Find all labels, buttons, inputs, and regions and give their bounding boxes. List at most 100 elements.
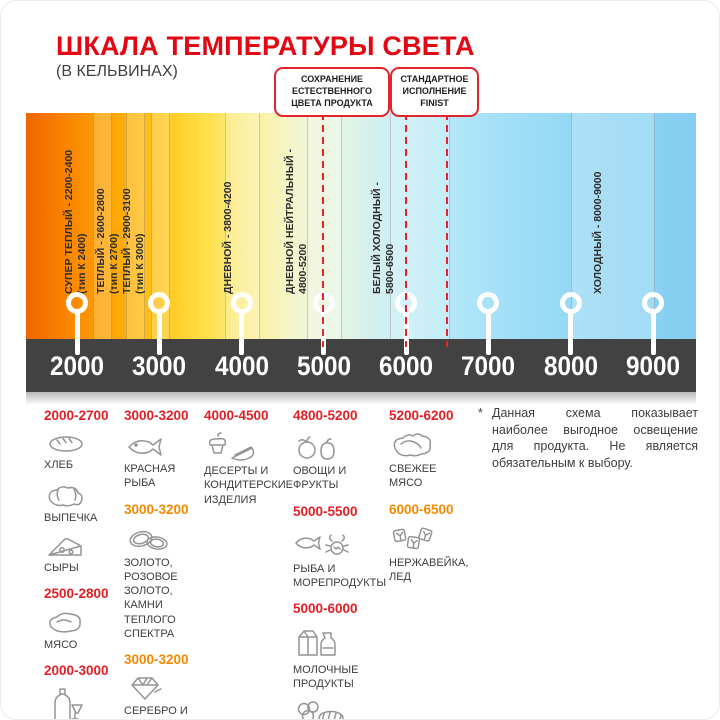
zone-label-warm-3000: ТЕПЛЫЙ - 2900-3100 (тип К 3000) [121, 188, 146, 294]
category-column-3: 4000-4500 ДЕСЕРТЫ И КОНДИТЕРСКИЕ ИЗДЕЛИЯ [204, 403, 296, 518]
item-label: МОЛОЧНЫЕ ПРОДУКТЫ [293, 664, 359, 691]
bar-shadow [26, 392, 696, 405]
item-label: ЗОЛОТО, РОЗОВОЕ ЗОЛОТО, КАМНИ ТЕПЛОГО СП… [124, 556, 178, 641]
footnote-asterisk: * [478, 406, 483, 420]
zone-strip-2600-2800 [126, 113, 145, 339]
item-label: МЯСО [44, 638, 78, 651]
scale-pin-5000 [313, 292, 335, 314]
list-item: КРАСНАЯ РЫБА [124, 430, 208, 491]
range-label: 6000-6500 [389, 501, 454, 517]
item-label: ОВОЩИ И ФРУКТЫ [293, 465, 347, 492]
item-label: СЕРЕБРО И БРИЛЛИАНТЫ [124, 705, 188, 718]
bread-icon [49, 436, 83, 452]
vegetables-icon [298, 436, 335, 460]
dessert-icon [208, 432, 255, 461]
dashed-line-6000k [405, 113, 407, 347]
alcohol-icon [54, 688, 83, 719]
scale-pin-7000 [477, 292, 499, 314]
range-label: 3000-3200 [124, 652, 189, 668]
list-item: НЕРЖАВЕЙКА, ЛЕД [389, 524, 485, 585]
zone-label-cool-white: БЕЛЫЙ ХОЛОДНЫЙ -5800-6500 [371, 182, 396, 294]
range-label: 4800-5200 [293, 408, 358, 423]
tick-4000: 4000 [214, 351, 270, 381]
range-label: 5000-5500 [293, 503, 358, 519]
tick-3000: 3000 [131, 351, 187, 381]
zone-label-daylight-neutral: ДНЕВНОЙ НЕЙТРАЛЬНЫЙ -4800-5200 [284, 149, 309, 294]
zone-label-super-warm: СУПЕР ТЕПЛЫЙ - 2200-2400 (тип К 2400) [63, 149, 88, 294]
item-label: СВЕЖЕЕ МЯСО [389, 463, 437, 490]
page-subtitle: (В КЕЛЬВИНАХ) [56, 63, 178, 80]
callout-natural-line1: СОХРАНЕНИЕ [300, 74, 364, 85]
callout-natural-line2: ЕСТЕСТВЕННОГО [291, 86, 373, 97]
seafood-icon [295, 533, 349, 555]
category-column-4: 4800-5200 ОВОЩИ И ФРУКТЫ 5000-5500 РЫБА … [293, 403, 399, 719]
callout-standard-line2: ИСПОЛНЕНИЕ [402, 86, 467, 97]
croissant-icon [48, 486, 83, 507]
list-item: МОЛОЧНЫЕ ПРОДУКТЫ [293, 623, 399, 692]
scale-pin-stem [486, 313, 491, 355]
page-title: ШКАЛА ТЕМПЕРАТУРЫ СВЕТА [56, 31, 475, 61]
scale-pin-2000 [66, 292, 88, 314]
scale-pin-4000 [231, 292, 253, 314]
list-item: ХЛЕБ [44, 430, 122, 472]
tick-9000: 9000 [625, 351, 681, 381]
rings-icon [129, 530, 168, 550]
range-label: 5200-6200 [389, 408, 454, 423]
footnote: * Данная схема показывает наиболее выгод… [478, 405, 698, 471]
list-item: АКОГОЛЬ [44, 685, 122, 719]
item-label: РЫБА И МОРЕПРОДУКТЫ [293, 562, 387, 589]
range-label: 2000-2700 [44, 408, 109, 423]
callout-standard-line3: FINIST [420, 97, 449, 108]
scale-pin-stem [568, 313, 573, 355]
scale-pin-stem [239, 313, 244, 355]
zone-label-daylight: ДНЕВНОЙ - 3800-4200 [222, 181, 234, 295]
diamond-icon [131, 677, 162, 701]
item-label: КРАСНАЯ РЫБА [124, 463, 176, 490]
category-column-1: 2000-2700 ХЛЕБ ВЫПЕЧКА СЫРЫ 2500-280 [44, 403, 122, 719]
zone-strip-2200-2400 [93, 113, 112, 339]
tick-6000: 6000 [378, 351, 434, 381]
range-label: 3000-3200 [124, 408, 189, 423]
list-item: ОВОЩИ И ФРУКТЫ [293, 430, 399, 493]
zone-strip-2900-3100 [151, 113, 170, 339]
list-item: МЯСО [44, 608, 122, 652]
scale-pin-stem [75, 313, 80, 355]
range-label: 2500-2800 [44, 585, 109, 601]
list-item: ЗАМОРОЖЕННЫЕ ПОЛУФАБРИКАТЫ [293, 699, 399, 719]
tick-5000: 5000 [296, 351, 352, 381]
item-label: ВЫПЕЧКА [44, 512, 98, 525]
scale-pin-8000 [560, 292, 582, 314]
milk-icon [298, 630, 336, 656]
scale-pin-9000 [642, 292, 664, 314]
scale-pin-3000 [148, 292, 170, 314]
category-column-2: 3000-3200 КРАСНАЯ РЫБА 3000-3200 ЗОЛОТО,… [124, 403, 208, 719]
zone-strip-8000-9000 [571, 113, 655, 339]
category-column-5: 5200-6200 СВЕЖЕЕ МЯСО 6000-6500 НЕРЖАВЕЙ… [389, 403, 485, 595]
fish-icon [128, 438, 162, 456]
list-item: ДЕСЕРТЫ И КОНДИТЕРСКИЕ ИЗДЕЛИЯ [204, 430, 296, 507]
list-item: ВЫПЕЧКА [44, 479, 122, 525]
range-label: 4000-4500 [204, 408, 269, 423]
list-item: СЫРЫ [44, 533, 122, 575]
zone-label-warm-2700: ТЕПЛЫЙ - 2600-2800 (тип К 2700) [95, 188, 120, 294]
cheese-icon [48, 537, 82, 556]
dashed-line-6500k [446, 113, 448, 347]
ice-icon [392, 527, 433, 549]
list-item: РЫБА И МОРЕПРОДУКТЫ [293, 526, 399, 591]
kelvin-scale-bar [26, 339, 696, 392]
range-label: 5000-6000 [293, 601, 358, 617]
callout-finist-standard: СТАНДАРТНОЕ ИСПОЛНЕНИЕ FINIST [390, 67, 479, 117]
temperature-gradient-band [26, 113, 696, 339]
item-label: НЕРЖАВЕЙКА, ЛЕД [389, 556, 469, 583]
item-label: ДЕСЕРТЫ И КОНДИТЕРСКИЕ ИЗДЕЛИЯ [204, 465, 294, 506]
item-label: ХЛЕБ [44, 459, 74, 471]
tick-2000: 2000 [49, 351, 105, 381]
list-item: СЕРЕБРО И БРИЛЛИАНТЫ [124, 674, 208, 719]
callout-natural-line3: ЦВЕТА ПРОДУКТА [291, 97, 373, 108]
list-item: СВЕЖЕЕ МЯСО [389, 430, 485, 491]
scale-pin-stem [651, 313, 656, 355]
callout-natural-color: СОХРАНЕНИЕ ЕСТЕСТВЕННОГО ЦВЕТА ПРОДУКТА [274, 67, 390, 117]
scale-pin-stem [157, 313, 162, 355]
range-label: 2000-3000 [44, 663, 109, 679]
